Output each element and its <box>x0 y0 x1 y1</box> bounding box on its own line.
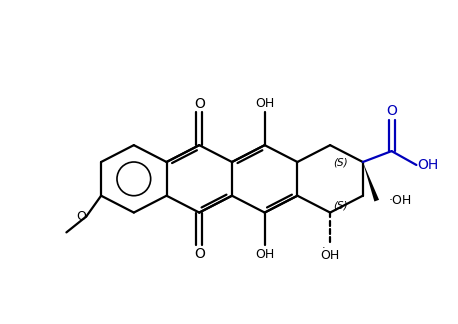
Text: OH: OH <box>321 249 340 262</box>
Text: (S): (S) <box>333 158 347 168</box>
Text: O: O <box>386 104 397 119</box>
Polygon shape <box>363 162 379 202</box>
Text: OH: OH <box>255 248 274 261</box>
Text: O: O <box>194 97 205 110</box>
Text: OH: OH <box>255 97 274 110</box>
Text: ·OH: ·OH <box>389 194 412 207</box>
Text: ·: · <box>322 243 325 253</box>
Text: OH: OH <box>418 158 439 172</box>
Text: O: O <box>194 247 205 261</box>
Text: (S): (S) <box>333 201 347 211</box>
Text: O: O <box>76 210 86 223</box>
